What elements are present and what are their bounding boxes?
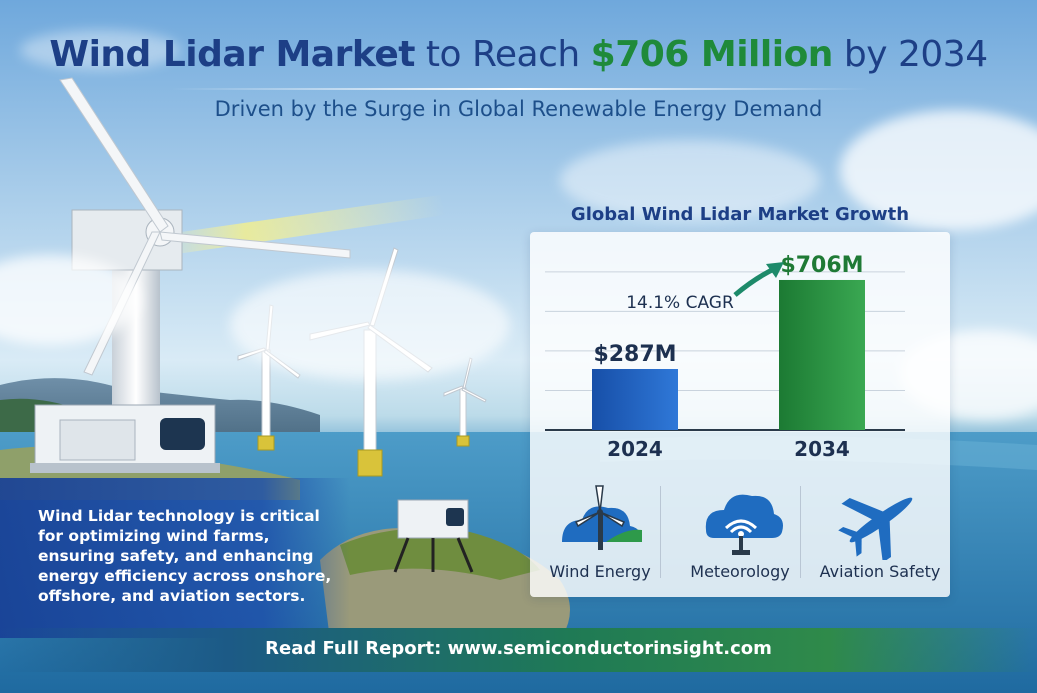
description-line: for optimizing wind farms, <box>38 527 270 545</box>
weather-cloud-icon <box>705 494 783 555</box>
bar-2024 <box>592 369 678 430</box>
description-line: energy efficiency across onshore, <box>38 567 332 585</box>
applications-row: Wind Energy Meteorology <box>530 478 950 596</box>
divider <box>660 486 661 578</box>
application-meteorology: Meteorology <box>670 478 810 596</box>
description-text: Wind Lidar technology is critical for op… <box>38 506 338 606</box>
cloud <box>0 255 140 345</box>
title-part-amount: $706 Million <box>590 34 834 75</box>
title-part-to-reach: to Reach <box>414 34 591 75</box>
footer-banner <box>0 628 1037 672</box>
description-line: offshore, and aviation sectors. <box>38 587 306 605</box>
growth-arrow-head <box>766 262 784 278</box>
title-part-year: by 2034 <box>832 34 988 75</box>
application-label: Aviation Safety <box>819 562 941 581</box>
chart-bars <box>592 279 865 430</box>
bar-2034 <box>779 279 865 430</box>
cloud <box>20 30 180 70</box>
chart-labels: $287M 2024 $706M 2034 <box>593 253 863 461</box>
title-divider <box>170 88 870 90</box>
divider <box>800 486 801 578</box>
page-subtitle: Driven by the Surge in Global Renewable … <box>214 97 823 121</box>
x-tick-label: 2034 <box>794 437 850 461</box>
application-wind-energy: Wind Energy <box>530 478 670 596</box>
cloud <box>230 270 510 380</box>
x-tick-label: 2024 <box>607 437 663 461</box>
title-part-market: Wind Lidar Market <box>49 34 415 75</box>
data-label: $706M <box>780 253 863 278</box>
application-label: Wind Energy <box>549 562 651 581</box>
description-line: Wind Lidar technology is critical <box>38 507 320 525</box>
airplane-icon <box>838 497 913 560</box>
application-aviation-safety: Aviation Safety <box>810 478 950 596</box>
cagr-label: 14.1% CAGR <box>626 293 734 313</box>
cagr-annotation: 14.1% CAGR <box>626 262 784 313</box>
description-line: ensuring safety, and enhancing <box>38 547 314 565</box>
cloud <box>840 110 1037 230</box>
description-panel <box>0 478 350 638</box>
application-label: Meteorology <box>690 562 790 581</box>
wind-turbine-icon <box>562 485 642 550</box>
data-label: $287M <box>593 342 676 367</box>
chart-title: Global Wind Lidar Market Growth <box>570 204 910 225</box>
cloud <box>560 140 820 220</box>
report-link[interactable]: Read Full Report: www.semiconductorinsig… <box>265 638 772 659</box>
bar-chart: $287M 2024 $706M 2034 14.1% CAGR <box>545 253 905 461</box>
page-title: Wind Lidar Market to Reach $706 Million … <box>0 34 1037 75</box>
